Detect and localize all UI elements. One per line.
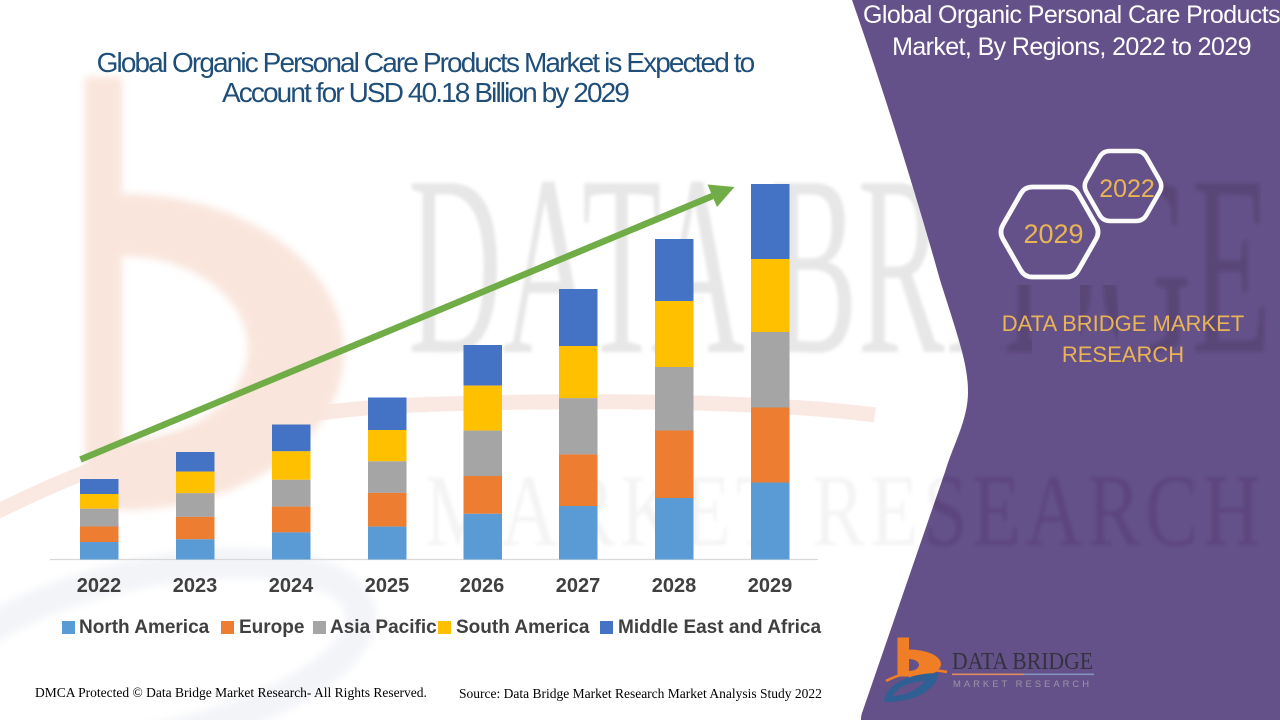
svg-text:DATA BRIDGE: DATA BRIDGE: [952, 649, 1093, 675]
svg-text:MARKET RESEARCH: MARKET RESEARCH: [953, 679, 1092, 690]
